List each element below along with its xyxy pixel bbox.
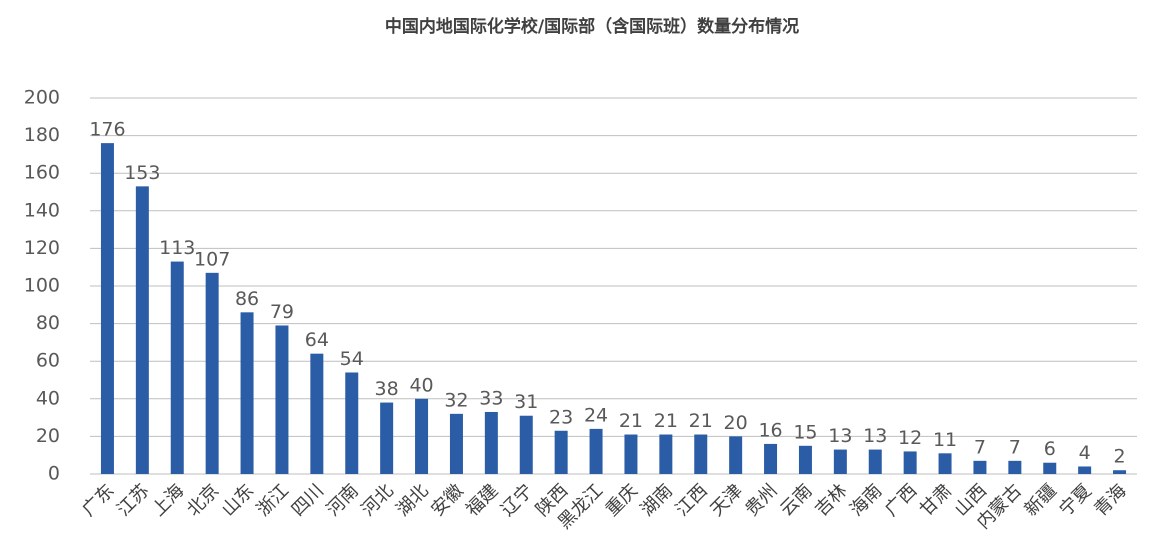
x-tick-label: 甘肃 [916,480,956,520]
bar [100,143,114,474]
value-label: 31 [514,391,538,413]
bar [275,325,289,474]
value-label: 13 [828,425,852,447]
x-tick-label: 宁夏 [1055,480,1095,520]
value-label: 7 [974,436,986,458]
x-tick-label: 云南 [776,480,816,520]
value-label: 15 [793,421,817,443]
x-tick-label: 重庆 [602,480,642,520]
y-tick-label: 200 [24,87,60,109]
value-label: 113 [159,237,195,259]
x-tick-label: 湖北 [392,480,432,520]
value-label: 2 [1114,446,1126,468]
bar [345,372,359,474]
bar [1078,466,1092,474]
x-tick-label: 吉林 [811,480,851,520]
y-tick-label: 0 [48,463,60,485]
x-tick-label: 福建 [462,480,502,520]
value-label: 7 [1009,436,1021,458]
x-tick-label: 湖南 [637,480,677,520]
y-tick-label: 180 [24,124,60,146]
value-label: 23 [549,406,573,428]
bar [135,186,149,475]
value-label: 21 [689,410,713,432]
bar [205,272,219,474]
bar [484,411,498,474]
x-tick-label: 浙江 [253,480,293,520]
bar [764,443,778,474]
value-label: 12 [898,427,922,449]
bar [380,402,394,474]
x-tick-label: 贵州 [741,480,781,520]
value-label: 153 [124,162,160,184]
x-tick-label: 新疆 [1021,480,1061,520]
bar [449,413,463,474]
bar [589,428,603,474]
x-tick-label: 天津 [706,480,746,520]
bar [554,430,568,474]
y-tick-label: 140 [24,199,60,221]
x-tick-label: 海南 [846,480,886,520]
value-label: 20 [724,412,748,434]
bar [240,312,254,474]
x-tick-label: 北京 [183,480,223,520]
x-tick-label: 上海 [148,480,188,520]
bar [659,434,673,474]
bar [1043,462,1057,474]
y-tick-label: 100 [24,275,60,297]
y-tick-label: 60 [36,350,60,372]
value-label: 4 [1079,442,1091,464]
x-tick-label: 辽宁 [497,480,537,520]
x-tick-label: 江苏 [113,480,153,520]
bar [833,449,847,474]
value-label: 16 [758,419,782,441]
chart-title: 中国内地国际化学校/国际部（含国际班）数量分布情况 [385,16,799,37]
bar [729,436,743,474]
x-tick-label: 广西 [881,480,921,520]
value-label: 21 [619,410,643,432]
value-label: 54 [340,348,364,370]
bar [903,451,917,474]
x-tick-label: 河南 [323,480,363,520]
bar [694,434,708,474]
value-label: 107 [194,248,230,270]
value-label: 176 [89,119,125,141]
value-label: 6 [1044,438,1056,460]
bar [868,449,882,474]
value-label: 11 [933,429,957,451]
x-tick-label: 江西 [672,480,712,520]
value-label: 21 [654,410,678,432]
y-tick-label: 80 [36,312,60,334]
bar [798,445,812,474]
x-tick-label: 山东 [218,480,258,520]
value-label: 86 [235,288,259,310]
x-tick-label: 广东 [78,480,118,520]
value-label: 32 [444,389,468,411]
bar [519,415,533,474]
value-label: 24 [584,404,608,426]
y-tick-label: 120 [24,237,60,259]
bar [938,453,952,474]
bar [415,398,429,474]
y-tick-label: 20 [36,425,60,447]
bar [170,261,184,474]
value-label: 79 [270,301,294,323]
value-label: 13 [863,425,887,447]
x-tick-label: 安徽 [427,480,467,520]
x-tick-label: 四川 [288,480,328,520]
bar [973,460,987,474]
value-label: 40 [409,374,433,396]
x-tick-label: 青海 [1090,480,1130,520]
value-label: 33 [479,387,503,409]
value-label: 38 [375,378,399,400]
y-tick-label: 160 [24,162,60,184]
y-tick-label: 40 [36,387,60,409]
value-label: 64 [305,329,329,351]
bar [310,353,324,474]
bar [1008,460,1022,474]
bar [1113,470,1127,474]
x-tick-label: 河北 [357,480,397,520]
bar [624,434,638,474]
